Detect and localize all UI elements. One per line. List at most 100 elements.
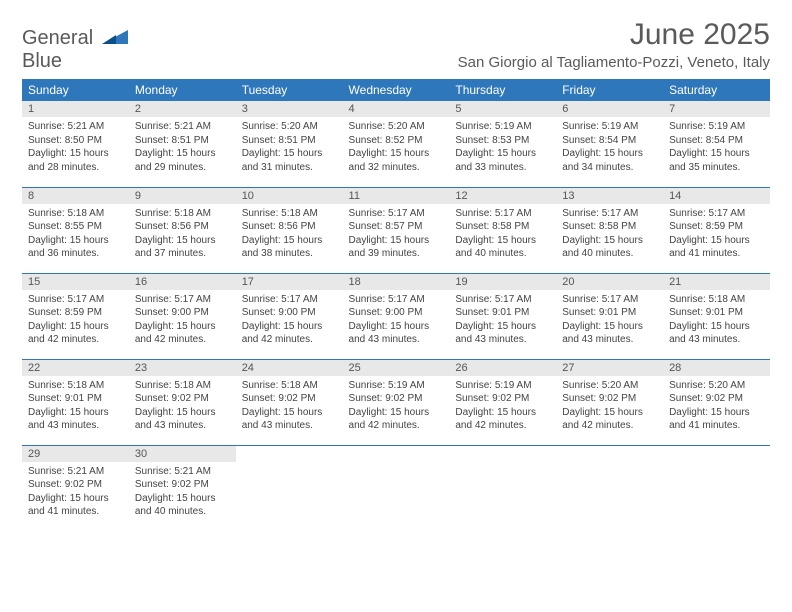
day-details: Sunrise: 5:17 AMSunset: 8:59 PMDaylight:… [663, 204, 770, 265]
calendar-cell: 2Sunrise: 5:21 AMSunset: 8:51 PMDaylight… [129, 101, 236, 187]
day-number: 3 [236, 101, 343, 117]
day-number: 16 [129, 274, 236, 290]
daylight-line1: 15 hours [711, 148, 750, 159]
calendar-cell: 21Sunrise: 5:18 AMSunset: 9:01 PMDayligh… [663, 273, 770, 359]
sunset-value: 9:01 PM [492, 307, 529, 318]
sunrise-label: Sunrise: [28, 208, 65, 219]
calendar-cell: 10Sunrise: 5:18 AMSunset: 8:56 PMDayligh… [236, 187, 343, 273]
day-number: 23 [129, 360, 236, 376]
day-details: Sunrise: 5:21 AMSunset: 8:51 PMDaylight:… [129, 117, 236, 178]
sunset-label: Sunset: [242, 135, 276, 146]
day-header: Thursday [449, 79, 556, 101]
day-details: Sunrise: 5:20 AMSunset: 9:02 PMDaylight:… [556, 376, 663, 437]
sunrise-label: Sunrise: [562, 121, 599, 132]
calendar-cell: .. [449, 445, 556, 531]
daylight-line2: and 32 minutes. [349, 162, 420, 173]
daylight-label: Daylight: [242, 407, 281, 418]
daylight-label: Daylight: [135, 407, 174, 418]
sunrise-value: 5:17 AM [67, 294, 104, 305]
calendar-cell: 23Sunrise: 5:18 AMSunset: 9:02 PMDayligh… [129, 359, 236, 445]
sunrise-value: 5:17 AM [495, 208, 532, 219]
day-details: Sunrise: 5:21 AMSunset: 9:02 PMDaylight:… [129, 462, 236, 523]
calendar-cell: 22Sunrise: 5:18 AMSunset: 9:01 PMDayligh… [22, 359, 129, 445]
daylight-label: Daylight: [242, 321, 281, 332]
sunrise-value: 5:17 AM [602, 294, 639, 305]
day-details: Sunrise: 5:21 AMSunset: 8:50 PMDaylight:… [22, 117, 129, 178]
sunset-label: Sunset: [562, 135, 596, 146]
sunrise-value: 5:18 AM [281, 380, 318, 391]
daylight-line2: and 43 minutes. [669, 334, 740, 345]
day-number: 26 [449, 360, 556, 376]
daylight-label: Daylight: [135, 493, 174, 504]
calendar-cell: 1Sunrise: 5:21 AMSunset: 8:50 PMDaylight… [22, 101, 129, 187]
calendar-cell: 5Sunrise: 5:19 AMSunset: 8:53 PMDaylight… [449, 101, 556, 187]
sunset-value: 9:00 PM [278, 307, 315, 318]
daylight-line2: and 40 minutes. [562, 248, 633, 259]
sunrise-label: Sunrise: [455, 208, 492, 219]
day-number: 7 [663, 101, 770, 117]
day-number: 10 [236, 188, 343, 204]
sunrise-value: 5:20 AM [602, 380, 639, 391]
daylight-line2: and 31 minutes. [242, 162, 313, 173]
daylight-line1: 15 hours [283, 407, 322, 418]
day-number: 22 [22, 360, 129, 376]
day-header: Saturday [663, 79, 770, 101]
sunrise-value: 5:19 AM [388, 380, 425, 391]
sunset-value: 8:58 PM [492, 221, 529, 232]
daylight-line2: and 43 minutes. [349, 334, 420, 345]
sunrise-label: Sunrise: [349, 380, 386, 391]
daylight-line1: 15 hours [604, 321, 643, 332]
sunrise-label: Sunrise: [349, 121, 386, 132]
day-number: 11 [343, 188, 450, 204]
sunset-label: Sunset: [349, 307, 383, 318]
daylight-label: Daylight: [455, 235, 494, 246]
daylight-label: Daylight: [455, 407, 494, 418]
daylight-label: Daylight: [242, 148, 281, 159]
sunrise-label: Sunrise: [242, 294, 279, 305]
sunset-value: 8:56 PM [172, 221, 209, 232]
daylight-line1: 15 hours [70, 493, 109, 504]
calendar-cell: 30Sunrise: 5:21 AMSunset: 9:02 PMDayligh… [129, 445, 236, 531]
day-number: 30 [129, 446, 236, 462]
sunset-label: Sunset: [28, 479, 62, 490]
sunset-label: Sunset: [349, 221, 383, 232]
sunset-value: 9:02 PM [172, 393, 209, 404]
daylight-line1: 15 hours [283, 321, 322, 332]
day-details: Sunrise: 5:19 AMSunset: 8:54 PMDaylight:… [556, 117, 663, 178]
day-number: 21 [663, 274, 770, 290]
header: General Blue June 2025 San Giorgio al Ta… [22, 18, 770, 73]
day-number: 1 [22, 101, 129, 117]
daylight-label: Daylight: [28, 407, 67, 418]
sunrise-value: 5:18 AM [281, 208, 318, 219]
sunrise-label: Sunrise: [455, 294, 492, 305]
sunrise-label: Sunrise: [28, 294, 65, 305]
sunrise-label: Sunrise: [669, 208, 706, 219]
daylight-label: Daylight: [242, 235, 281, 246]
day-details: Sunrise: 5:18 AMSunset: 9:01 PMDaylight:… [663, 290, 770, 351]
calendar-cell: 20Sunrise: 5:17 AMSunset: 9:01 PMDayligh… [556, 273, 663, 359]
calendar-cell: 29Sunrise: 5:21 AMSunset: 9:02 PMDayligh… [22, 445, 129, 531]
sunrise-label: Sunrise: [242, 121, 279, 132]
daylight-line2: and 42 minutes. [242, 334, 313, 345]
sunrise-label: Sunrise: [135, 380, 172, 391]
day-details: Sunrise: 5:18 AMSunset: 9:01 PMDaylight:… [22, 376, 129, 437]
sunrise-label: Sunrise: [135, 294, 172, 305]
daylight-label: Daylight: [135, 235, 174, 246]
sunset-value: 8:54 PM [706, 135, 743, 146]
sunrise-value: 5:21 AM [174, 466, 211, 477]
day-details: Sunrise: 5:18 AMSunset: 8:56 PMDaylight:… [129, 204, 236, 265]
sunset-label: Sunset: [135, 307, 169, 318]
sunset-value: 8:59 PM [65, 307, 102, 318]
calendar-cell: 19Sunrise: 5:17 AMSunset: 9:01 PMDayligh… [449, 273, 556, 359]
sunset-value: 9:02 PM [492, 393, 529, 404]
day-number: 14 [663, 188, 770, 204]
sunrise-value: 5:18 AM [174, 208, 211, 219]
calendar-cell: 14Sunrise: 5:17 AMSunset: 8:59 PMDayligh… [663, 187, 770, 273]
day-details: Sunrise: 5:17 AMSunset: 9:00 PMDaylight:… [236, 290, 343, 351]
sunrise-value: 5:20 AM [281, 121, 318, 132]
daylight-line1: 15 hours [711, 407, 750, 418]
daylight-line2: and 42 minutes. [562, 420, 633, 431]
sunset-value: 8:53 PM [492, 135, 529, 146]
calendar-cell: .. [343, 445, 450, 531]
sunrise-value: 5:20 AM [388, 121, 425, 132]
